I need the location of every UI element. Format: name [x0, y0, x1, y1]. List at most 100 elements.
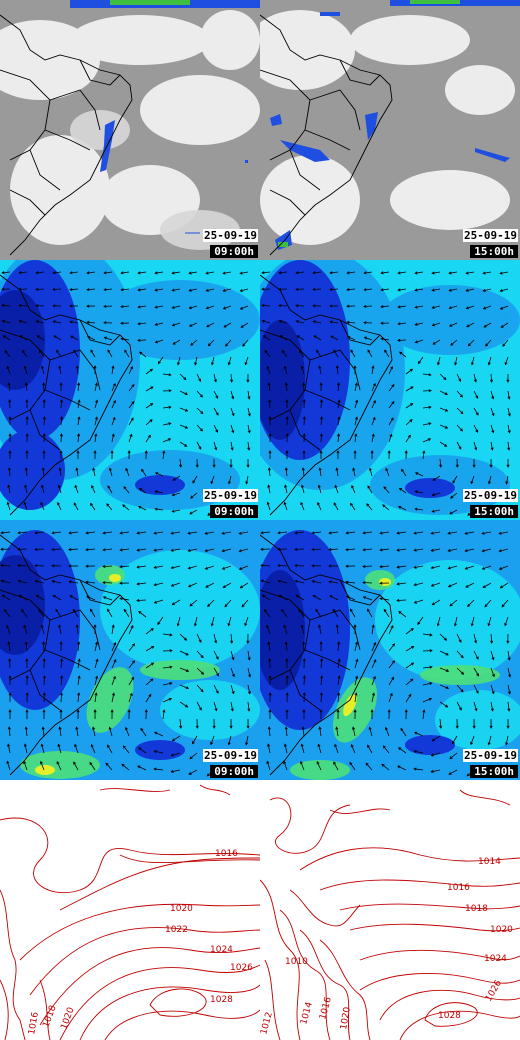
- wind-vector-head: [132, 660, 136, 664]
- wind-vector: [367, 485, 373, 494]
- wind-vector-head: [260, 547, 264, 551]
- wind-vector-head: [298, 608, 302, 613]
- wind-vector: [103, 531, 113, 534]
- wind-vector-head: [444, 637, 448, 641]
- wind-vector-head: [112, 416, 116, 421]
- wind-vector: [347, 321, 356, 324]
- wind-vector-head: [247, 691, 251, 695]
- wind-vector-head: [8, 692, 12, 696]
- wind-vector: [264, 350, 271, 358]
- wind-vector-head: [42, 641, 46, 645]
- wind-vector-head: [7, 726, 11, 730]
- wind-vector-head: [411, 645, 415, 649]
- wind-vector: [354, 659, 358, 669]
- wind-vector: [42, 727, 45, 737]
- wind-vector-head: [177, 362, 180, 366]
- wind-vector: [398, 611, 407, 618]
- wind-vector-head: [8, 416, 12, 420]
- wind-vector: [138, 747, 147, 754]
- wind-vector: [330, 321, 339, 324]
- isobar-label: 1022: [165, 925, 188, 935]
- wind-vector: [240, 322, 249, 328]
- wind-vector-head: [319, 692, 323, 696]
- wind-vector-head: [102, 548, 106, 552]
- wind-vector: [21, 609, 28, 618]
- satellite-panel-1500: 25-09-19 15:00h: [260, 0, 520, 260]
- wind-vector: [347, 271, 356, 274]
- wind-vector-head: [266, 760, 270, 764]
- wind-vector: [137, 565, 147, 568]
- wind-vector: [483, 288, 492, 292]
- wind-vector: [354, 417, 358, 426]
- wind-vector-head: [458, 707, 462, 711]
- wind-vector-head: [363, 321, 367, 325]
- wind-high-map-0900: [0, 520, 260, 780]
- wind-vector-head: [102, 596, 107, 600]
- wind-vector-head: [35, 271, 39, 275]
- wind-vector: [456, 390, 463, 398]
- wind-vector-head: [216, 673, 220, 677]
- wind-vector: [211, 616, 215, 626]
- wind-vector-head: [91, 484, 95, 489]
- wind-vector: [456, 667, 464, 675]
- wind-vector: [155, 508, 164, 511]
- wind-low-panel-1500: 25-09-19 15:00h: [260, 260, 520, 520]
- wind-vector-head: [507, 430, 511, 434]
- wind-vector-head: [34, 547, 38, 551]
- wind-vector: [398, 322, 407, 325]
- wind-vector-head: [184, 408, 189, 412]
- wind-vector: [312, 288, 322, 290]
- wind-vector: [414, 750, 424, 754]
- wind-vector-head: [90, 744, 94, 748]
- wind-vector: [318, 485, 322, 494]
- wind-vector-head: [144, 709, 148, 713]
- wind-vector-head: [248, 674, 252, 678]
- wind-vector: [179, 441, 187, 447]
- wind-vector-head: [413, 767, 417, 771]
- wind-vector: [431, 548, 441, 552]
- wind-vector-head: [507, 657, 511, 661]
- wind-vector: [77, 641, 80, 652]
- wind-vector-head: [362, 564, 366, 568]
- wind-vector: [490, 407, 495, 416]
- wind-vector-head: [172, 477, 176, 481]
- wind-vector: [284, 502, 288, 511]
- wind-vector-head: [319, 382, 323, 386]
- wind-high-panel-0900: 25-09-19 09:00h: [0, 520, 260, 780]
- wind-vector-head: [17, 547, 21, 551]
- wind-vector: [104, 288, 113, 291]
- wind-vector-head: [312, 287, 316, 291]
- wind-vector: [268, 485, 271, 494]
- wind-vector: [471, 616, 475, 626]
- wind-vector: [320, 399, 323, 409]
- wind-vector-head: [246, 640, 250, 644]
- wind-vector-head: [346, 288, 350, 292]
- wind-vector-head: [504, 362, 508, 366]
- wind-vector: [414, 768, 424, 771]
- wind-vector-head: [215, 690, 219, 694]
- wind-vector: [278, 531, 288, 534]
- wind-vector: [190, 339, 198, 346]
- wind-vector: [381, 288, 390, 291]
- wind-vector-head: [154, 288, 158, 292]
- wind-vector: [381, 763, 390, 771]
- wind-vector: [320, 692, 322, 703]
- wind-vector: [7, 744, 11, 754]
- wind-vector-head: [449, 603, 453, 607]
- wind-vector: [471, 356, 475, 365]
- wind-vector: [145, 662, 154, 669]
- wind-vector: [104, 337, 113, 341]
- wind-vector-head: [352, 467, 356, 471]
- wind-vector: [369, 468, 373, 477]
- wind-vector: [154, 599, 164, 604]
- wind-vector: [439, 633, 447, 641]
- wind-vector-head: [198, 639, 202, 643]
- wind-vector-head: [171, 305, 175, 309]
- isobar-label: 1028: [210, 995, 233, 1005]
- wind-vector-head: [475, 656, 479, 660]
- wind-vector: [354, 434, 357, 443]
- wind-vector: [91, 485, 96, 494]
- wind-vector: [138, 305, 147, 308]
- wind-vector-head: [284, 484, 288, 488]
- wind-vector-head: [125, 467, 129, 472]
